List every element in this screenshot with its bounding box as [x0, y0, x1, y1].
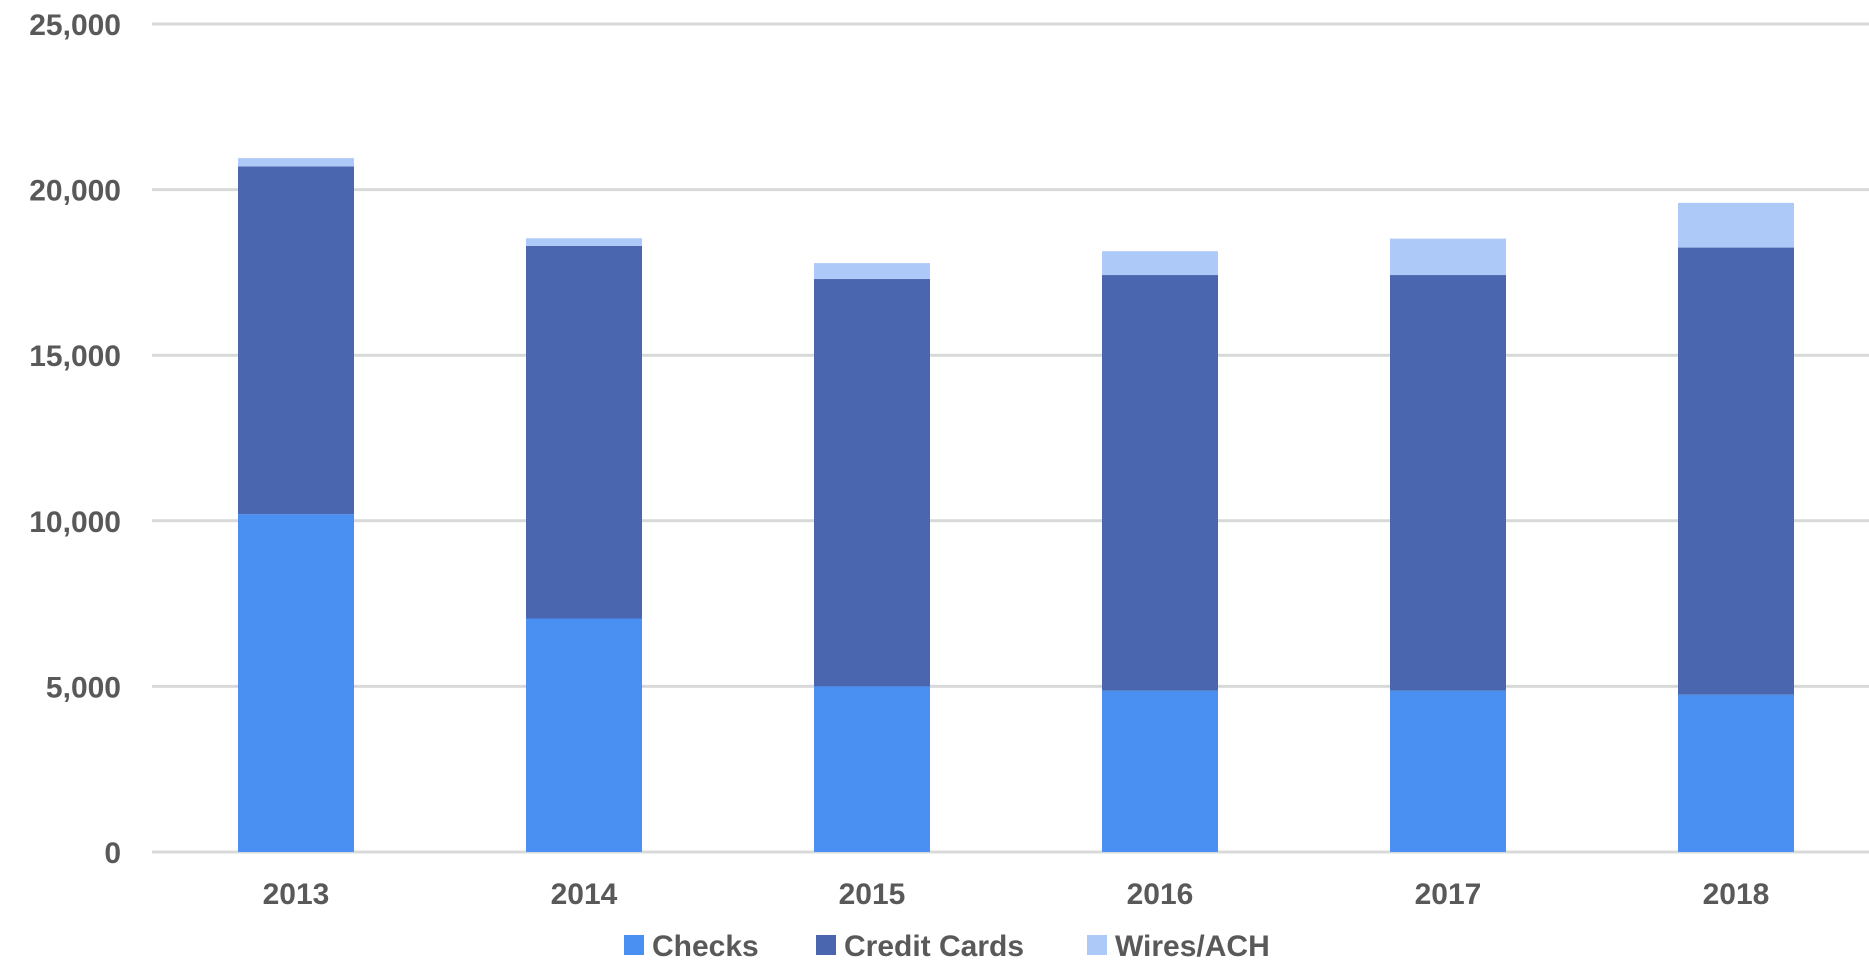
- bar-segment-credit-cards-2013: [238, 166, 354, 515]
- legend-swatch-credit-cards: [816, 935, 836, 955]
- y-tick-label: 15,000: [29, 340, 121, 373]
- x-axis-tick-labels: 2013 2014 2015 2016 2017 2018: [263, 878, 1770, 911]
- y-tick-label: 0: [104, 837, 121, 870]
- bar-segment-checks-2018: [1678, 694, 1794, 852]
- y-tick-label: 5,000: [46, 671, 121, 704]
- bar-segment-wires-ach-2013: [238, 158, 354, 167]
- bar-segment-checks-2016: [1102, 690, 1218, 852]
- bars: [238, 158, 1794, 852]
- gridlines: [152, 22, 1869, 854]
- bar-segment-checks-2013: [238, 514, 354, 852]
- bar-segment-credit-cards-2018: [1678, 247, 1794, 695]
- legend-swatch-checks: [624, 935, 644, 955]
- bar-segment-wires-ach-2014: [526, 238, 642, 246]
- bar-segment-checks-2015: [814, 686, 930, 852]
- bar-segment-credit-cards-2016: [1102, 275, 1218, 691]
- y-tick-label: 20,000: [29, 175, 121, 208]
- y-tick-label: 10,000: [29, 506, 121, 539]
- legend-swatch-wires-ach: [1087, 935, 1107, 955]
- legend-label-wires-ach: Wires/ACH: [1115, 930, 1270, 963]
- x-tick-label: 2013: [263, 878, 330, 911]
- bar-segment-checks-2014: [526, 618, 642, 852]
- bar-segment-credit-cards-2015: [814, 279, 930, 687]
- x-tick-label: 2018: [1703, 878, 1770, 911]
- y-axis-tick-labels: 0 5,000 10,000 15,000 20,000 25,000: [29, 9, 121, 870]
- bar-segment-wires-ach-2018: [1678, 202, 1794, 248]
- bar-segment-credit-cards-2014: [526, 245, 642, 619]
- bar-segment-wires-ach-2015: [814, 263, 930, 280]
- bar-segment-wires-ach-2017: [1390, 238, 1506, 276]
- bar-segment-credit-cards-2017: [1390, 275, 1506, 691]
- legend-label-checks: Checks: [652, 930, 759, 963]
- x-tick-label: 2015: [839, 878, 906, 911]
- bar-segment-checks-2017: [1390, 690, 1506, 852]
- y-tick-label: 25,000: [29, 9, 121, 42]
- x-tick-label: 2016: [1127, 878, 1194, 911]
- x-tick-label: 2014: [551, 878, 618, 911]
- legend: Checks Credit Cards Wires/ACH: [624, 930, 1270, 963]
- bar-segment-wires-ach-2016: [1102, 251, 1218, 276]
- x-tick-label: 2017: [1415, 878, 1482, 911]
- legend-label-credit-cards: Credit Cards: [844, 930, 1024, 963]
